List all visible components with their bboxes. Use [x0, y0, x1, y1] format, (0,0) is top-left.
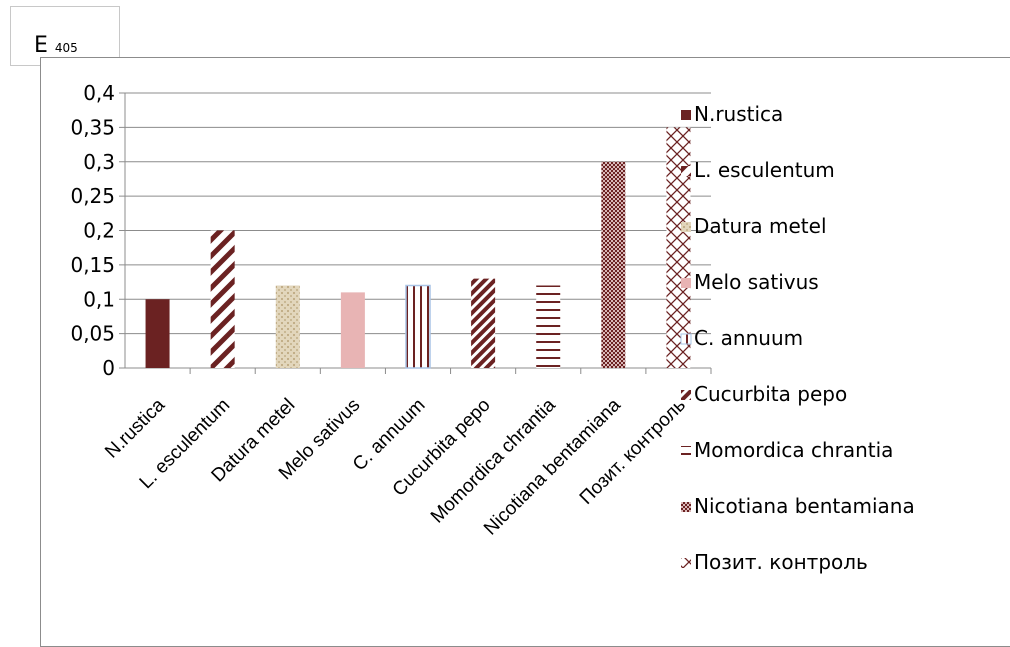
- legend-swatch: [681, 558, 691, 568]
- y-tick-label: 0,25: [70, 184, 115, 208]
- y-tick-label: 0,15: [70, 253, 115, 277]
- chart-frame: 0 0,05 0,1 0,15 0,2 0,25 0,3 0,35 0,4 N.rustica L.…: [40, 57, 1010, 647]
- bar-1: [145, 299, 170, 368]
- legend-label: N.rustica: [694, 102, 783, 126]
- y-tick-label: 0,05: [70, 322, 115, 346]
- bar-chart: 0 0,05 0,1 0,15 0,2 0,25 0,3 0,35 0,4 N.rustica L.…: [70, 81, 915, 574]
- legend-swatch: [681, 390, 691, 400]
- x-category-label: N.rustica: [101, 394, 169, 462]
- y-axis-label-subscript: 405: [54, 41, 78, 55]
- legend-label: Nicotiana bentamiana: [694, 494, 915, 518]
- bar-2: [210, 230, 235, 368]
- bar-5: [405, 284, 431, 369]
- legend-swatch: [681, 502, 691, 512]
- legend-swatch: [681, 222, 691, 232]
- bars: [145, 127, 691, 369]
- legend-label: Momordica chrantia: [694, 438, 893, 462]
- legend-label: Melo sativus: [694, 270, 819, 294]
- bar-7: [536, 285, 561, 368]
- bar-8: [601, 161, 626, 368]
- x-category-label: Momordica chrantia: [427, 394, 560, 527]
- legend-label: Cucurbita pepo: [694, 382, 847, 406]
- legend-label: Datura metel: [694, 214, 827, 238]
- y-tick-label: 0: [102, 356, 115, 380]
- legend-swatch: [680, 333, 692, 345]
- legend-swatch: [681, 110, 691, 120]
- y-tick-label: 0,2: [83, 219, 115, 243]
- y-tick-label: 0,4: [83, 81, 115, 105]
- y-tick-label: 0,1: [83, 287, 115, 311]
- y-axis-label-main: E: [34, 33, 48, 58]
- legend-label: Позит. контроль: [694, 550, 868, 574]
- y-tick-label: 0,3: [83, 150, 115, 174]
- bar-3: [275, 285, 300, 368]
- y-tick-label: 0,35: [70, 115, 115, 139]
- y-axis-label-box: E 405: [10, 6, 120, 66]
- legend-swatch: [681, 278, 691, 288]
- legend-swatch: [681, 446, 691, 456]
- legend: N.rustica L. esculentum Datura metel Melo s…: [680, 102, 915, 574]
- bar-6: [471, 278, 496, 368]
- bar-4: [340, 292, 365, 368]
- y-axis-label: E 405: [34, 33, 78, 58]
- bar-9: [666, 127, 691, 368]
- legend-label: L. esculentum: [694, 158, 835, 182]
- legend-label: C. annuum: [694, 326, 803, 350]
- legend-swatch: [681, 166, 691, 176]
